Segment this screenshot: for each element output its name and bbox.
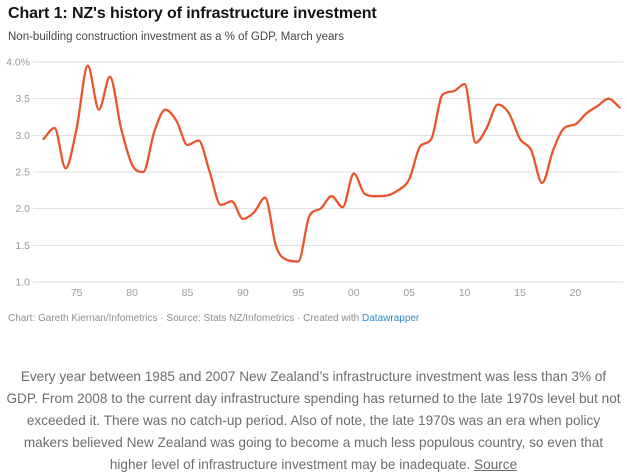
- y-axis-tick-label: 1.0: [15, 276, 30, 288]
- x-axis-tick-label: 15: [514, 287, 526, 299]
- x-axis-tick-label: 20: [570, 287, 582, 299]
- x-axis-tick-label: 75: [71, 287, 83, 299]
- y-axis-tick-label: 4.0%: [6, 57, 30, 69]
- datawrapper-link[interactable]: Datawrapper: [362, 313, 420, 324]
- x-axis-tick-label: 85: [182, 287, 194, 299]
- x-axis-tick-label: 95: [292, 287, 304, 299]
- chart-subtitle: Non-building construction investment as …: [8, 31, 344, 43]
- y-axis-tick-label: 1.5: [15, 240, 30, 252]
- x-axis-tick-label: 80: [126, 287, 138, 299]
- attribution-text: Chart: Gareth Kiernan/Infometrics · Sour…: [8, 313, 363, 324]
- body-paragraph-text: Every year between 1985 and 2007 New Zea…: [6, 369, 621, 472]
- x-axis-tick-label: 10: [459, 287, 471, 299]
- chart-attribution: Chart: Gareth Kiernan/Infometrics · Sour…: [8, 313, 419, 324]
- y-axis-tick-label: 2.5: [15, 166, 30, 178]
- y-axis-tick-label: 3.0: [15, 130, 30, 142]
- x-axis-tick-label: 90: [237, 287, 249, 299]
- x-axis-tick-label: 00: [348, 287, 360, 299]
- line-chart: 1.0 1.5 2.0 2.5 3.0 3.5 4.0% 75 80 85 90 95 00 05 10 15…: [6, 57, 623, 299]
- chart-title: Chart 1: NZ's history of infrastructure …: [8, 5, 377, 22]
- data-line: [42, 64, 621, 263]
- body-paragraph: Every year between 1985 and 2007 New Zea…: [5, 366, 622, 476]
- x-axis-tick-label: 05: [403, 287, 415, 299]
- y-axis-tick-label: 2.0: [15, 203, 30, 215]
- source-link[interactable]: Source: [474, 457, 518, 472]
- y-axis-tick-label: 3.5: [15, 93, 30, 105]
